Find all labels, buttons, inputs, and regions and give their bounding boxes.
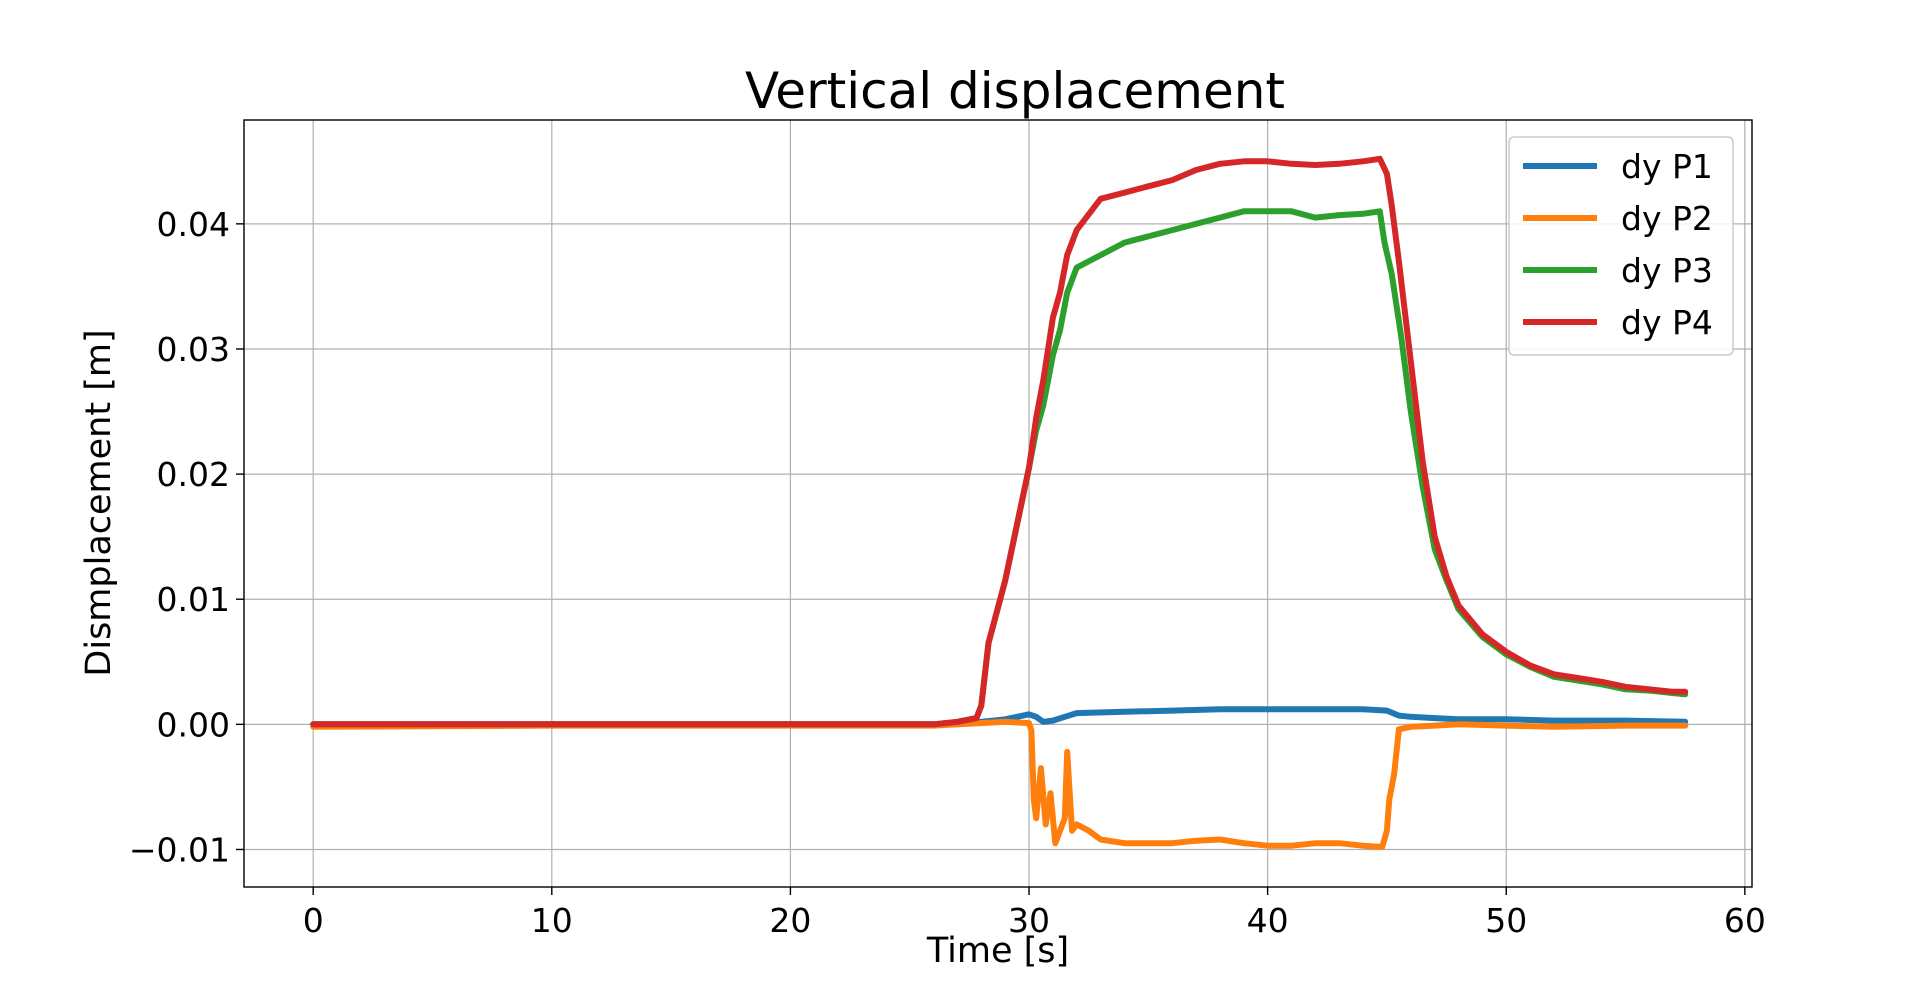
x-tick-label: 10 (531, 901, 573, 940)
legend-label: dy P2 (1621, 199, 1713, 238)
ticks: 0 10 20 30 40 50 60 −0.01 0.00 0.01 0.02 0.03 0.04 (129, 205, 1766, 940)
x-tick-label: 40 (1247, 901, 1289, 940)
chart-title: Vertical displacement (745, 62, 1285, 120)
x-tick-label: 50 (1485, 901, 1527, 940)
y-axis-label: Dismplacement [m] (79, 329, 119, 676)
legend-label: dy P3 (1621, 251, 1713, 290)
series-layer (310, 155, 1689, 850)
legend: dy P1 dy P2 dy P3 dy P4 (1508, 136, 1734, 356)
x-tick-label: 60 (1724, 901, 1766, 940)
y-tick-label: 0.00 (157, 705, 230, 744)
legend-label: dy P4 (1621, 303, 1713, 342)
x-axis-label: Time [s] (926, 931, 1069, 971)
legend-label: dy P1 (1621, 147, 1713, 186)
y-tick-label: 0.04 (157, 205, 230, 244)
x-tick-label: 20 (769, 901, 811, 940)
x-tick-label: 0 (303, 901, 324, 940)
plot-frame (243, 119, 1753, 888)
y-tick-label: 0.03 (157, 330, 230, 369)
y-tick-label: −0.01 (129, 830, 230, 869)
series-line-dy-p2 (310, 718, 1689, 850)
y-tick-label: 0.02 (157, 455, 230, 494)
x-tick-label: 30 (1008, 901, 1050, 940)
y-tick-label: 0.01 (157, 580, 230, 619)
legend-box (1508, 136, 1734, 356)
series-line-dy-p4 (310, 155, 1689, 728)
